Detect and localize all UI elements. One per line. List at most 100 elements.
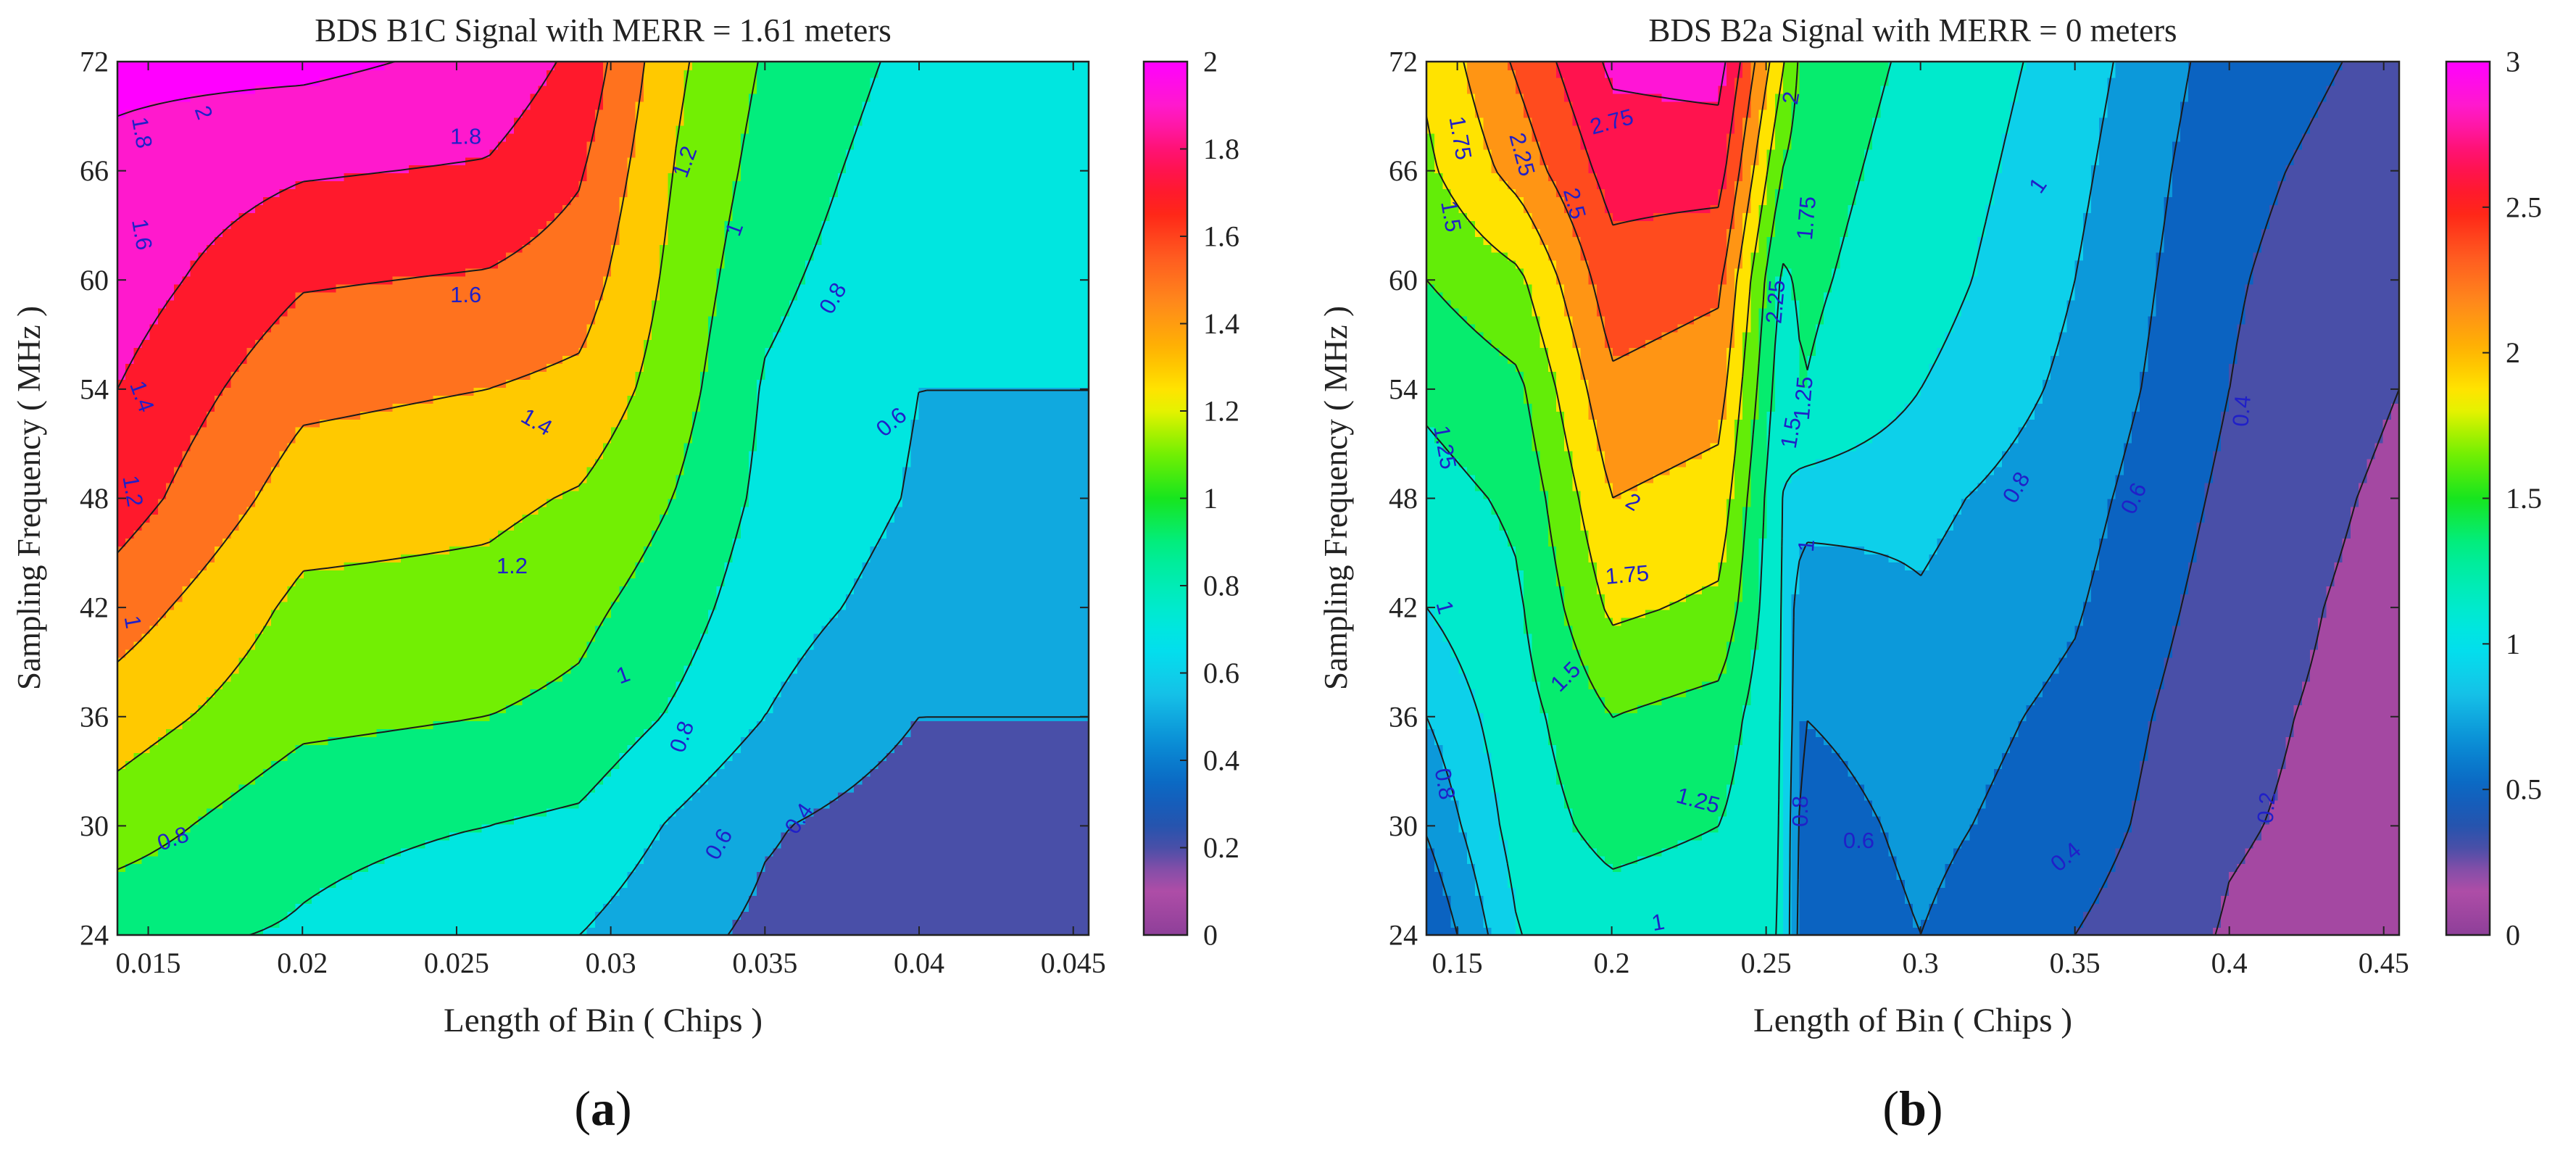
contour-cell bbox=[716, 697, 726, 706]
contour-cell bbox=[157, 831, 167, 841]
contour-cell bbox=[506, 784, 515, 793]
contour-cell bbox=[805, 768, 815, 777]
contour-cell bbox=[837, 617, 847, 626]
contour-cell bbox=[117, 609, 126, 618]
contour-cell bbox=[789, 712, 798, 722]
contour-cell bbox=[627, 847, 636, 857]
contour-cell bbox=[417, 752, 426, 761]
contour-cell bbox=[481, 712, 491, 722]
contour-cell bbox=[959, 633, 968, 642]
contour-cell bbox=[805, 831, 815, 841]
contour-cell bbox=[473, 609, 483, 618]
contour-cell bbox=[570, 728, 580, 737]
contour-cell bbox=[238, 681, 248, 690]
contour-cell bbox=[975, 768, 984, 777]
contour-cell bbox=[546, 784, 555, 793]
contour-cell bbox=[392, 744, 402, 753]
contour-cell bbox=[870, 919, 879, 928]
contour-cell bbox=[263, 665, 272, 674]
contour-cell bbox=[684, 839, 693, 849]
contour-cell bbox=[392, 617, 402, 626]
contour-cell bbox=[578, 784, 588, 793]
contour-cell bbox=[627, 649, 636, 658]
contour-cell bbox=[691, 815, 701, 825]
contour-cell bbox=[829, 625, 839, 634]
contour-cell bbox=[223, 641, 232, 650]
contour-cell bbox=[149, 839, 159, 849]
contour-cell bbox=[570, 649, 580, 658]
contour-cell bbox=[708, 689, 718, 698]
contour-cell bbox=[157, 633, 167, 642]
contour-cell bbox=[870, 705, 879, 714]
contour-cell bbox=[141, 879, 151, 889]
contour-cell bbox=[934, 807, 944, 817]
contour-cell bbox=[360, 649, 369, 658]
contour-cell bbox=[182, 601, 191, 610]
contour-cell bbox=[732, 768, 741, 777]
contour-cell bbox=[328, 720, 337, 729]
contour-cell bbox=[902, 855, 912, 865]
contour-cell bbox=[206, 927, 215, 935]
contour-cell bbox=[554, 728, 563, 737]
contour-cell bbox=[837, 871, 847, 881]
contour-cell bbox=[837, 831, 847, 841]
contour-cell bbox=[182, 839, 191, 849]
contour-cell bbox=[870, 863, 879, 873]
contour-cell bbox=[967, 681, 976, 690]
contour-cell bbox=[133, 697, 143, 706]
contour-cell bbox=[360, 736, 369, 745]
contour-cell bbox=[837, 919, 847, 928]
contour-cell bbox=[149, 752, 159, 761]
contour-cell bbox=[149, 799, 159, 809]
contour-cell bbox=[878, 839, 887, 849]
contour-cell bbox=[182, 657, 191, 666]
contour-cell bbox=[279, 831, 288, 841]
contour-cell bbox=[433, 895, 442, 904]
contour-cell bbox=[894, 625, 903, 634]
contour-cell bbox=[489, 728, 499, 737]
contour-cell bbox=[457, 689, 466, 698]
contour-cell bbox=[870, 911, 879, 920]
contour-cell bbox=[230, 799, 240, 809]
contour-cell bbox=[425, 665, 434, 674]
contour-cell bbox=[708, 673, 718, 682]
contour-cell bbox=[125, 863, 135, 873]
contour-cell bbox=[230, 871, 240, 881]
contour-cell bbox=[740, 799, 749, 809]
contour-cell bbox=[586, 863, 596, 873]
contour-cell bbox=[603, 673, 612, 682]
contour-cell bbox=[870, 879, 879, 889]
contour-cell bbox=[846, 649, 855, 658]
contour-cell bbox=[773, 863, 782, 873]
contour-cell bbox=[708, 752, 718, 761]
contour-cell bbox=[975, 911, 984, 920]
contour-cell bbox=[773, 641, 782, 650]
contour-cell bbox=[149, 609, 159, 618]
contour-cell bbox=[320, 927, 329, 935]
contour-cell bbox=[489, 823, 499, 833]
contour-cell bbox=[312, 601, 320, 610]
contour-cell bbox=[926, 681, 936, 690]
contour-cell bbox=[627, 752, 636, 761]
contour-cell bbox=[497, 847, 507, 857]
contour-cell bbox=[757, 895, 766, 904]
contour-cell bbox=[951, 791, 960, 801]
contour-cell bbox=[943, 736, 952, 745]
contour-cell bbox=[530, 697, 539, 706]
contour-cell bbox=[246, 863, 256, 873]
contour-cell bbox=[182, 609, 191, 618]
contour-cell bbox=[457, 681, 466, 690]
contour-cell bbox=[287, 879, 296, 889]
contour-cell bbox=[530, 736, 539, 745]
contour-cell bbox=[886, 625, 895, 634]
contour-cell bbox=[1007, 823, 1017, 833]
contour-cell bbox=[215, 609, 223, 618]
contour-cell bbox=[449, 911, 458, 920]
contour-cell bbox=[489, 903, 499, 912]
contour-cell bbox=[1048, 641, 1058, 650]
contour-cell bbox=[441, 744, 450, 753]
contour-cell bbox=[198, 839, 207, 849]
contour-cell bbox=[409, 633, 417, 642]
contour-cell bbox=[506, 823, 515, 833]
contour-cell bbox=[757, 823, 766, 833]
